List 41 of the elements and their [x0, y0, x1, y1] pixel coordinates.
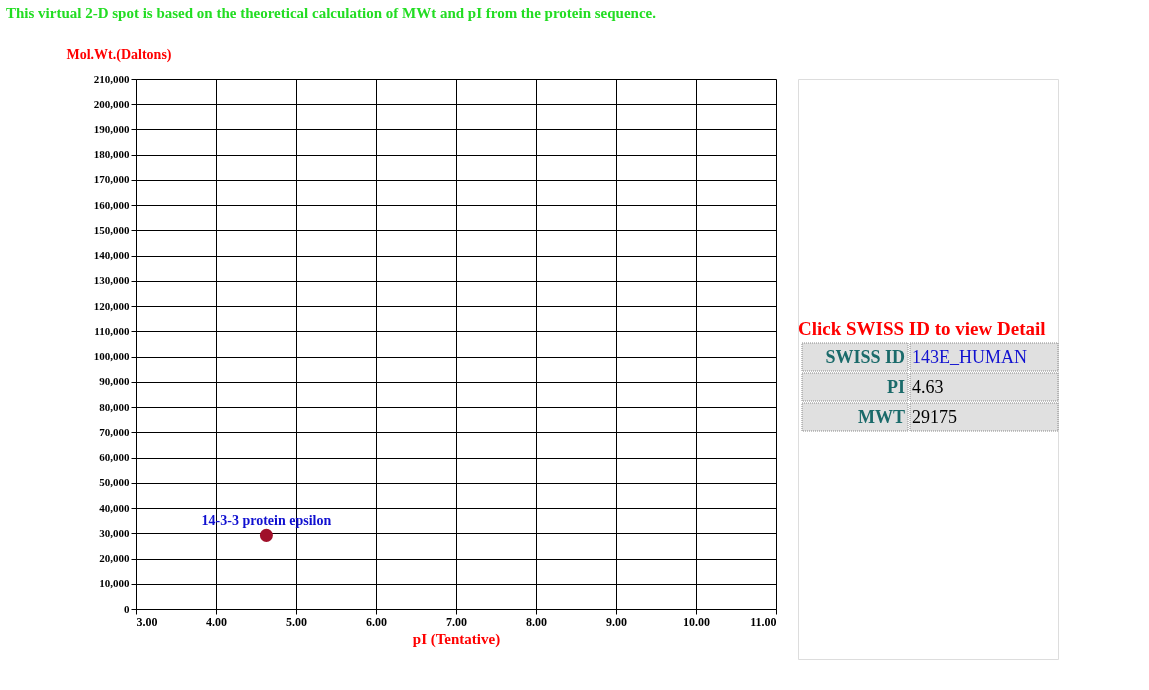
y-tick-label: 130,000	[93, 274, 130, 287]
text: Click SWISS ID to view Detail	[798, 318, 1046, 339]
y-tick-label: 200,000	[93, 97, 130, 110]
y-tick-label: 140,000	[93, 249, 130, 262]
y-tick-label: 150,000	[93, 223, 130, 236]
y-tick-label: 60,000	[99, 451, 130, 464]
y-tick-label: 190,000	[93, 122, 130, 135]
y-tick-label: 120,000	[93, 299, 130, 312]
y-tick-label: 20,000	[99, 552, 130, 565]
x-axis-title: pI (Tentative)	[412, 630, 501, 648]
y-tick-label: 80,000	[99, 400, 130, 413]
text: 29175	[912, 407, 957, 427]
x-tick-label: 3.00	[136, 614, 158, 629]
text: PI	[887, 377, 905, 397]
text: SWISS ID	[825, 347, 905, 367]
x-tick-label: 7.00	[446, 614, 467, 629]
y-tick-label: 50,000	[99, 476, 130, 489]
y-tick-label: 40,000	[99, 501, 130, 514]
y-tick-label: 180,000	[93, 148, 130, 161]
text: 143E_HUMAN	[912, 347, 1027, 367]
chart-title: This virtual 2-D spot is based on the theoretical calculation of MWt and pI from the protein sequence.	[6, 5, 657, 21]
x-tick-label: 4.00	[206, 614, 227, 629]
y-tick-label: 160,000	[93, 198, 130, 211]
x-tick-label: 11.00	[750, 614, 777, 629]
y-tick-label: 0	[124, 602, 130, 615]
x-tick-label: 6.00	[366, 614, 387, 629]
x-tick-label: 5.00	[286, 614, 307, 629]
y-tick-label: 210,000	[93, 72, 130, 85]
y-tick-label: 70,000	[99, 425, 130, 438]
y-tick-label: 100,000	[93, 350, 130, 363]
x-tick-label: 9.00	[606, 614, 627, 629]
text: MWT	[858, 407, 905, 427]
y-tick-label: 90,000	[99, 375, 130, 388]
y-tick-label: 110,000	[94, 324, 130, 337]
y-tick-label: 30,000	[99, 526, 130, 539]
x-tick-label: 8.00	[526, 614, 547, 629]
y-tick-label: 170,000	[93, 173, 130, 186]
y-tick-label: 10,000	[99, 577, 130, 590]
x-tick-label: 10.00	[683, 614, 710, 629]
y-axis-title: Mol.Wt.(Daltons)	[66, 46, 172, 63]
text: 4.63	[912, 377, 944, 397]
